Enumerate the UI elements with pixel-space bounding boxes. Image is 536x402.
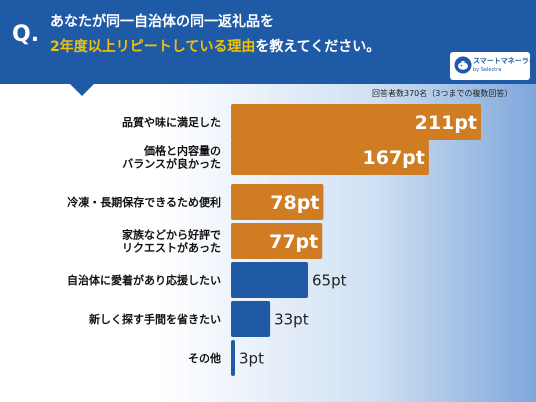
- bar-4: [231, 262, 309, 298]
- value-label-0: 211pt: [415, 112, 477, 134]
- bar-1: [231, 139, 429, 175]
- category-label-0: 品質や味に満足した: [122, 115, 221, 129]
- category-label-2: 冷凍・長期保存できるため便利: [67, 195, 221, 209]
- bar-3: [231, 223, 323, 259]
- header-pointer: [70, 84, 94, 96]
- bar-0: [231, 104, 481, 140]
- category-label-3: 家族などから好評でリクエストがあった: [122, 228, 221, 255]
- value-label-4: 65pt: [312, 271, 347, 289]
- category-label-4: 自治体に愛着があり応援したい: [67, 273, 221, 287]
- value-label-2: 78pt: [270, 192, 319, 214]
- title-rest: を教えてください。: [255, 39, 381, 55]
- title-line-1: あなたが同一自治体の同一返礼品を: [50, 14, 274, 30]
- logo-tagline: by Selectra: [473, 67, 502, 73]
- piggy-bank-icon: [454, 56, 472, 74]
- header-banner: Q. あなたが同一自治体の同一返礼品を 2年度以上リピートしている理由を教えてく…: [0, 0, 536, 84]
- category-label-6: その他: [188, 351, 221, 365]
- title-line-2: 2年度以上リピートしている理由を教えてください。: [50, 36, 380, 56]
- logo-name: スマートマネーライフ: [473, 57, 536, 65]
- value-label-6: 3pt: [239, 349, 264, 367]
- question-mark: Q.: [12, 22, 40, 47]
- bar-6: [231, 340, 235, 376]
- bar-5: [231, 301, 271, 337]
- title-highlight: 2年度以上リピートしている理由: [50, 39, 256, 55]
- value-label-5: 33pt: [274, 310, 309, 328]
- respondent-note: 回答者数370名（3つまでの複数回答）: [372, 89, 513, 98]
- value-label-3: 77pt: [269, 231, 318, 253]
- category-label-1: 価格と内容量のバランスが良かった: [122, 144, 221, 171]
- brand-logo: スマートマネーライフ by Selectra: [450, 52, 536, 80]
- value-label-1: 167pt: [363, 147, 425, 169]
- category-label-5: 新しく探す手間を省きたい: [89, 312, 221, 326]
- bar-2: [231, 184, 324, 220]
